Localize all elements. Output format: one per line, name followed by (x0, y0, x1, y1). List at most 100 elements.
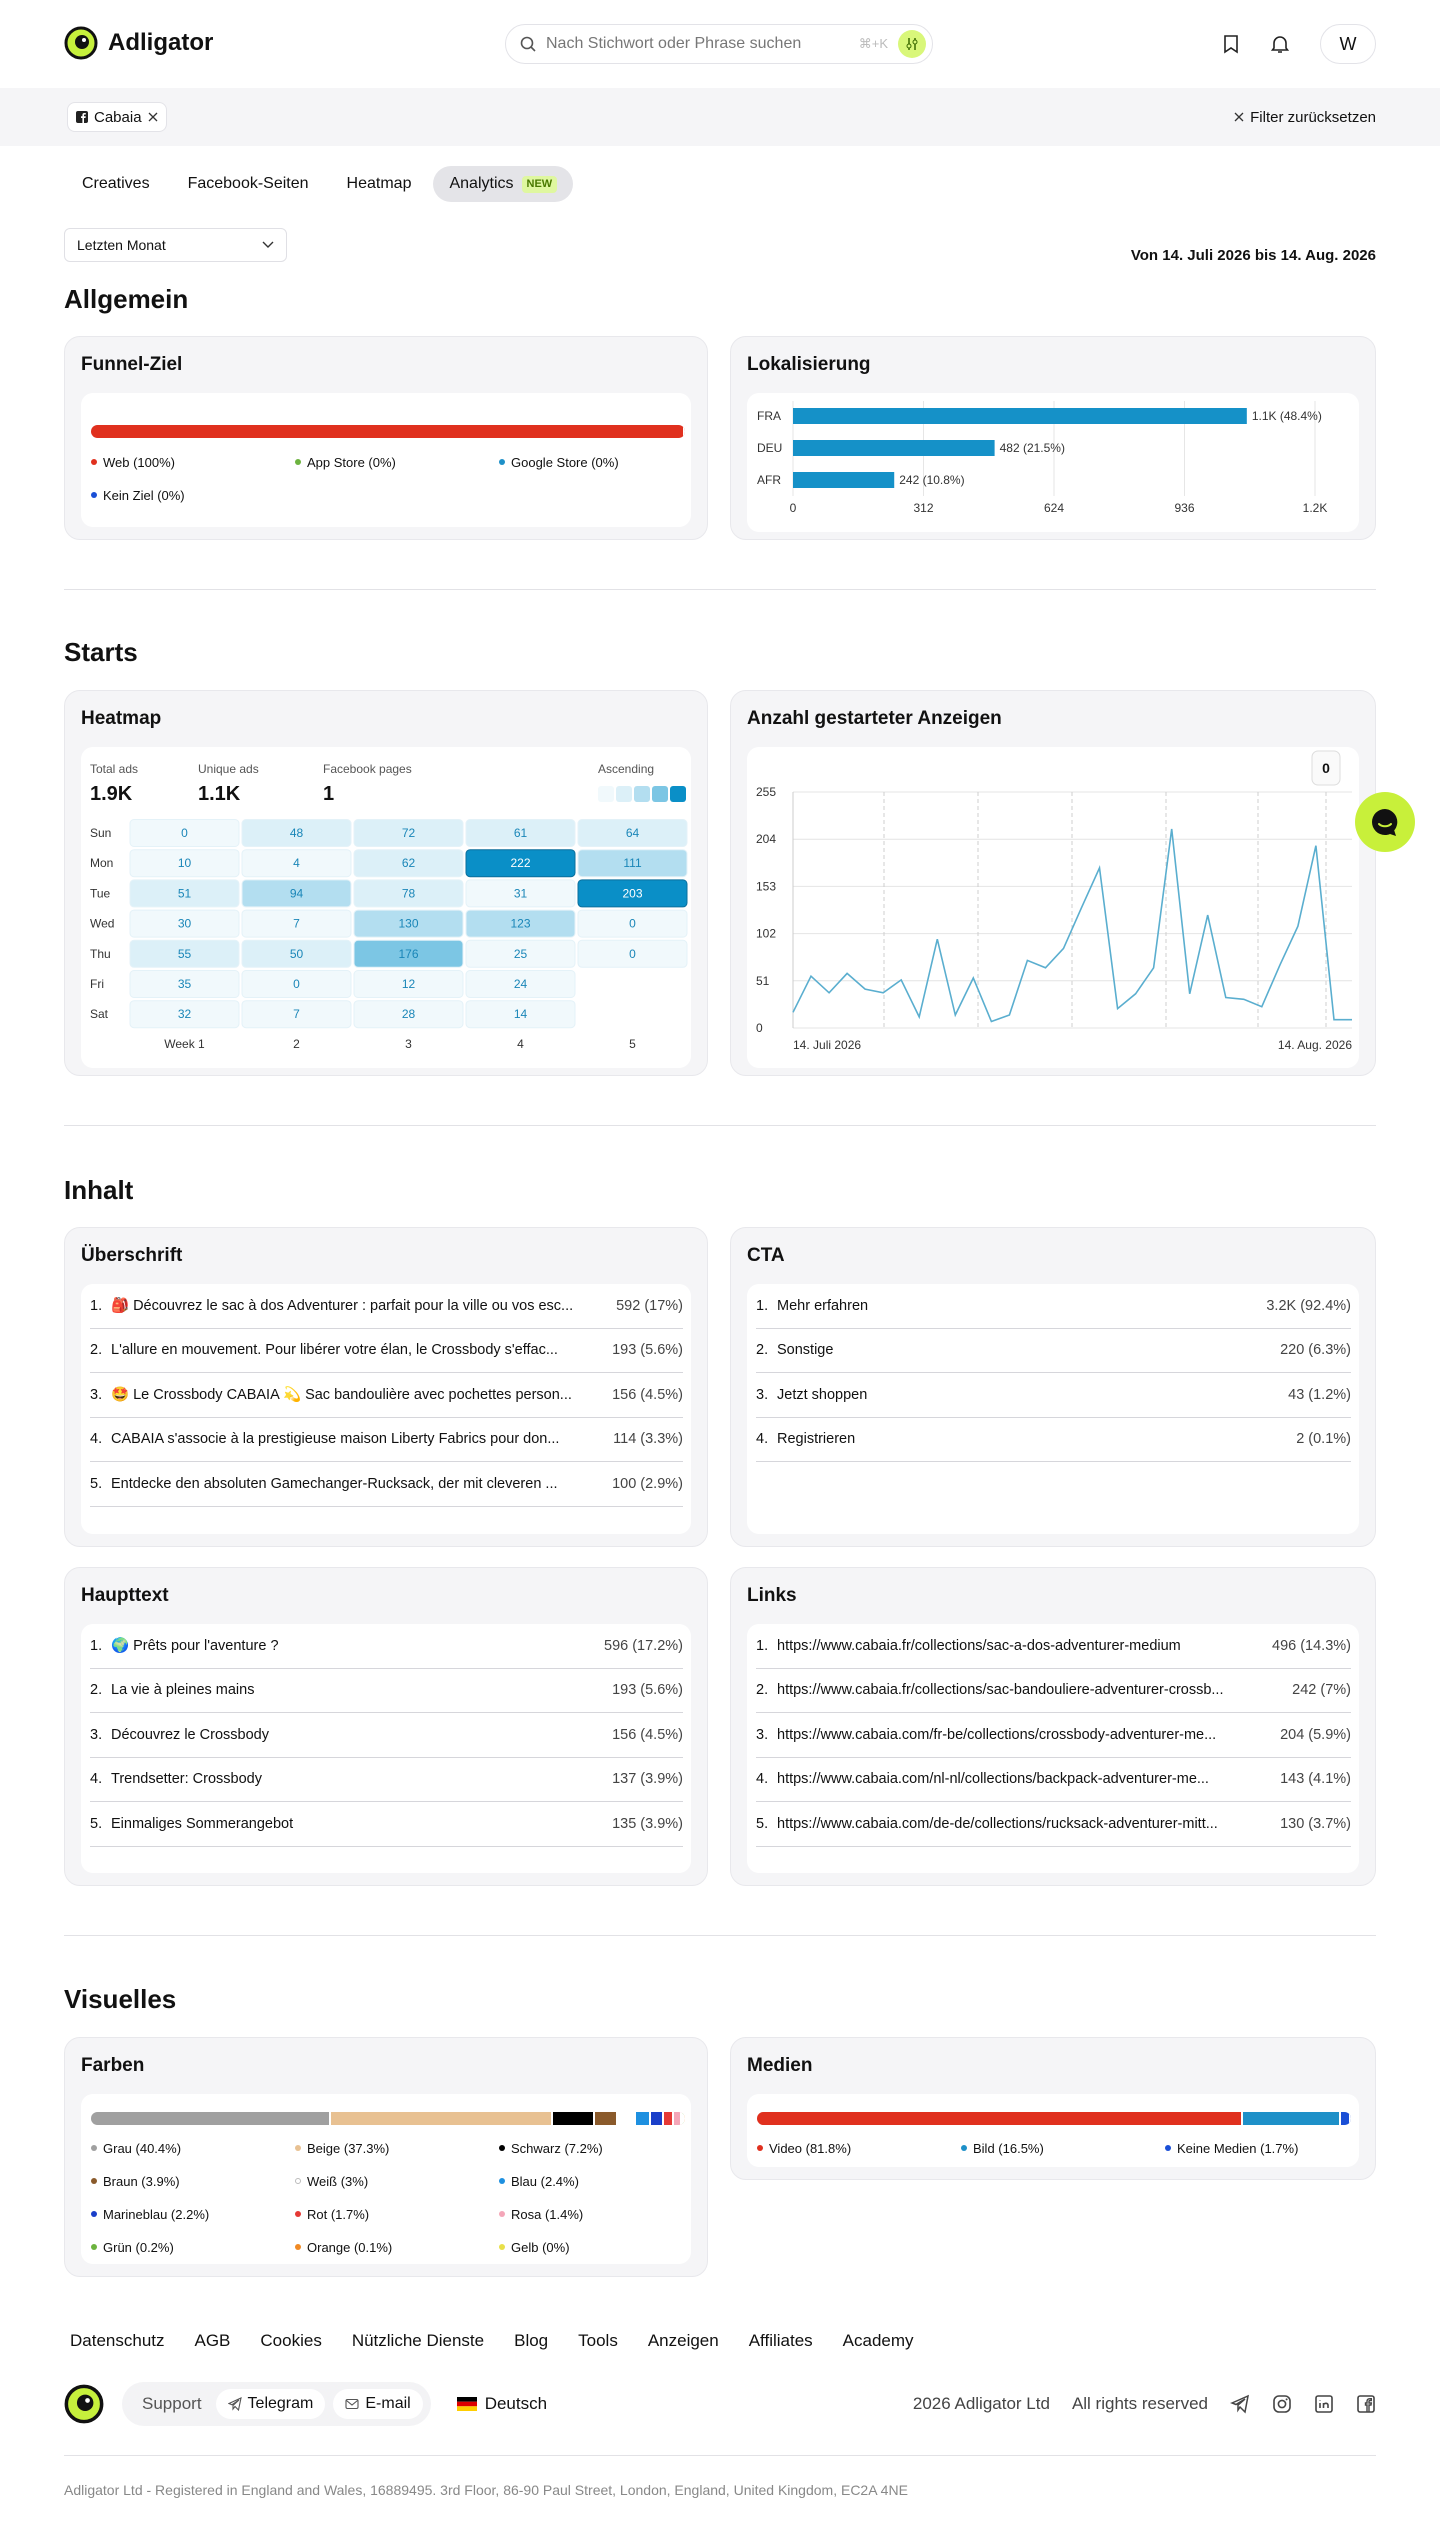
legend-dot (961, 2145, 967, 2151)
x-tick-label: 0 (790, 501, 797, 515)
close-icon[interactable] (148, 112, 158, 122)
telegram-icon (227, 2397, 242, 2411)
line-chart: 0 51 102 153 204 255 14. Juli 2026 14. Aug. 202… (756, 750, 1352, 1052)
card-title: Haupttext (81, 1585, 169, 1606)
list-text: 🌍 Prêts pour l'aventure ? (111, 1638, 279, 1655)
instagram-link[interactable] (1272, 2394, 1292, 2414)
legend-dot (91, 492, 97, 498)
list-count: 204 (5.9%) (1280, 1726, 1351, 1743)
list-count: 3.2K (92.4%) (1266, 1297, 1351, 1314)
list-rank: 1. (90, 1637, 103, 1654)
heatmap-cell (241, 819, 352, 847)
row-label: Sat (90, 1007, 109, 1021)
heatmap-cell (465, 1000, 576, 1029)
card: Links 1. https://www.cabaia.fr/collections… (730, 1567, 1376, 1886)
heatmap-cell (465, 909, 576, 938)
footer-link[interactable]: Anzeigen (647, 2331, 719, 2350)
legend-item: Beige (37.3%) (295, 2140, 499, 2156)
tab[interactable]: Facebook-Seiten (172, 166, 325, 202)
legend-item: Braun (3.9%) (91, 2173, 295, 2189)
search-placeholder: Nach Stichwort oder Phrase suchen (546, 35, 802, 52)
footer-logo[interactable] (64, 2384, 104, 2424)
search-shortcut: ⌘+K (858, 36, 888, 51)
avatar[interactable]: W (1320, 24, 1376, 64)
heatmap-cell (241, 1000, 352, 1029)
card: Lokalisierung 0 312 624 936 1.2K FRA 1.1K (48.4… (730, 336, 1376, 540)
bar-segment (618, 2112, 637, 2125)
bookmark-icon[interactable] (1222, 34, 1240, 54)
category-label: DEU (757, 441, 782, 455)
search-filter-button[interactable] (898, 30, 926, 58)
support-label: Support (142, 2394, 202, 2413)
cell-value: 78 (402, 886, 416, 900)
footer-link[interactable]: AGB (194, 2331, 231, 2350)
legend-dot (295, 2211, 301, 2217)
list-row: 2. La vie à pleines mains 193 (5.6%) (90, 1669, 683, 1713)
row-label: Wed (90, 917, 114, 931)
list-count: 156 (4.5%) (612, 1386, 683, 1403)
legend-dot (91, 2145, 97, 2151)
notification-icon[interactable] (1270, 34, 1290, 54)
list-row: 4. CABAIA s'associe à la prestigieuse mai… (90, 1418, 683, 1462)
tab[interactable]: Analytics NEW (433, 166, 574, 202)
row-label: Thu (90, 947, 111, 961)
bar-segment (757, 2112, 1243, 2125)
facebook-link[interactable] (1356, 2394, 1376, 2414)
cell-value: 55 (178, 947, 192, 961)
cell-value: 48 (290, 826, 304, 840)
heatmap-cell (353, 849, 464, 878)
card-title: Medien (747, 2055, 813, 2076)
list-count: 596 (17.2%) (604, 1637, 683, 1654)
cell-value: 32 (178, 1007, 192, 1021)
linkedin-link[interactable] (1314, 2394, 1334, 2414)
header-actions: W (1222, 24, 1376, 64)
list-count: 193 (5.6%) (612, 1342, 683, 1359)
stat-value: 1.9K (90, 783, 133, 805)
legend-item: Grün (0.2%) (91, 2239, 295, 2255)
search-box[interactable]: Nach Stichwort oder Phrase suchen ⌘+K (505, 24, 933, 64)
footer-link[interactable]: Datenschutz (70, 2331, 165, 2350)
footer-link[interactable]: Academy (842, 2331, 914, 2350)
card-title: Links (747, 1585, 797, 1606)
section-heading: Allgemein (64, 284, 189, 314)
footer-link[interactable]: Blog (514, 2331, 549, 2350)
tab[interactable]: Creatives (66, 166, 166, 202)
y-tick-label: 0 (756, 1021, 763, 1035)
reset-filters[interactable]: Filter zurücksetzen (1234, 109, 1376, 126)
footer-link[interactable]: Tools (578, 2331, 618, 2350)
chat-icon (1372, 809, 1398, 836)
email-button[interactable]: E-mail (333, 2389, 423, 2419)
footer-link[interactable]: Affiliates (748, 2331, 813, 2350)
list-text: La vie à pleines mains (111, 1682, 255, 1699)
chevron-icon (262, 241, 274, 248)
filter-chip[interactable]: Cabaia (67, 102, 167, 132)
list-count: 143 (4.1%) (1280, 1771, 1351, 1788)
tab[interactable]: Heatmap (331, 166, 428, 202)
chat-button[interactable] (1355, 792, 1415, 852)
list-text: Mehr erfahren (777, 1297, 869, 1314)
cell-value: 7 (293, 1007, 300, 1021)
cell-value: 0 (629, 917, 636, 931)
cell-value: 61 (514, 826, 528, 840)
card-body: Grau (40.4%) Beige (37.3%) Schwarz (7.2%) B… (81, 2094, 691, 2264)
telegram-link[interactable] (1230, 2394, 1250, 2414)
legend-label: Web (100%) (103, 454, 176, 470)
footer-link[interactable]: Cookies (260, 2331, 322, 2350)
language-switch[interactable]: Deutsch (456, 2394, 547, 2414)
period-select[interactable]: Letzten Monat (64, 228, 287, 262)
list-text: Jetzt shoppen (777, 1386, 868, 1403)
legend-label: Rot (1.7%) (307, 2206, 370, 2222)
divider (64, 589, 1376, 590)
heatmap-cell (577, 939, 688, 968)
x-tick-label: 1.2K (1303, 501, 1328, 515)
cell-value: 12 (402, 977, 416, 991)
line (792, 828, 1352, 1023)
legend-item: Marineblau (2.2%) (91, 2206, 295, 2222)
footer-link[interactable]: Nützliche Dienste (351, 2331, 485, 2350)
brand[interactable]: Adligator (64, 26, 213, 60)
divider (64, 1125, 1376, 1126)
telegram-button[interactable]: Telegram (215, 2389, 326, 2419)
card-body: Video (81.8%) Bild (16.5%) Keine Medien (1… (747, 2094, 1359, 2167)
